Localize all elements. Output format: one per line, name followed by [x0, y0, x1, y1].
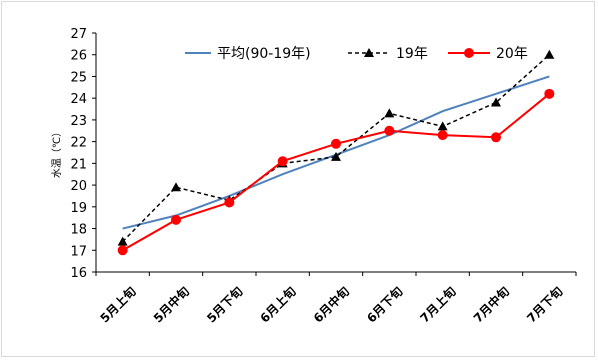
- y-tick-label: 21: [70, 157, 87, 172]
- x-tick-label: 6月上旬: [257, 284, 299, 326]
- y-tick-label: 24: [70, 92, 87, 107]
- data-point: [331, 151, 341, 161]
- data-point: [491, 132, 501, 143]
- legend-item: 20年: [448, 46, 528, 62]
- legend-swatch-marker: [464, 48, 474, 58]
- data-point: [117, 245, 128, 256]
- legend-label: 19年: [396, 46, 428, 62]
- legend: 平均(90-19年) 19年 20年: [185, 46, 528, 62]
- data-point: [277, 156, 288, 167]
- data-point: [437, 121, 448, 131]
- y-tick-label: 25: [70, 70, 87, 85]
- y-axis-label: 水温（℃）: [51, 127, 63, 178]
- data-point: [437, 130, 448, 141]
- x-tick-label: 7月下旬: [523, 284, 565, 326]
- data-point: [384, 108, 395, 118]
- y-tick-label: 18: [70, 223, 87, 238]
- y-tick-label: 19: [70, 201, 87, 216]
- x-tick-label: 6月中旬: [310, 284, 352, 326]
- series-group: [117, 49, 555, 256]
- data-point: [331, 138, 341, 149]
- legend-label: 平均(90-19年): [217, 46, 311, 62]
- x-tick-label: 5月下旬: [203, 284, 245, 326]
- y-tick-label: 17: [70, 244, 87, 259]
- legend-label: 20年: [496, 46, 528, 62]
- data-point: [544, 88, 555, 99]
- legend-item: 19年: [348, 46, 428, 62]
- y-tick-label: 20: [70, 179, 87, 194]
- y-tick-label: 16: [70, 266, 87, 281]
- legend-item: 平均(90-19年): [185, 46, 311, 62]
- data-point: [224, 197, 235, 208]
- data-point: [171, 182, 181, 192]
- axes: [95, 33, 576, 273]
- y-tick-label: 26: [70, 49, 87, 64]
- data-point: [544, 49, 555, 59]
- series-3: [117, 88, 555, 256]
- y-tick-labels: 16 17 18 19 20 21 22 23 24 25 26 27: [70, 27, 96, 281]
- data-point: [117, 236, 128, 246]
- x-tick-label: 6月下旬: [363, 284, 405, 326]
- x-tick-label: 5月中旬: [150, 284, 192, 326]
- data-point: [491, 97, 501, 107]
- x-tick-label: 7月上旬: [417, 284, 459, 326]
- y-tick-label: 23: [70, 114, 87, 129]
- legend-swatch-marker: [364, 48, 374, 57]
- data-point: [384, 125, 395, 136]
- x-tick-label: 7月中旬: [470, 284, 512, 326]
- y-tick-label: 22: [70, 136, 87, 151]
- x-tick-label: 5月上旬: [97, 284, 139, 326]
- series-line: [122, 54, 550, 243]
- y-tick-label: 27: [70, 27, 87, 42]
- series-line: [122, 93, 550, 252]
- x-tick-labels: 5月上旬 5月中旬 5月下旬 6月上旬 6月中旬 6月下旬 7月上旬 7月中旬 7月下旬: [95, 272, 577, 326]
- data-point: [171, 214, 181, 225]
